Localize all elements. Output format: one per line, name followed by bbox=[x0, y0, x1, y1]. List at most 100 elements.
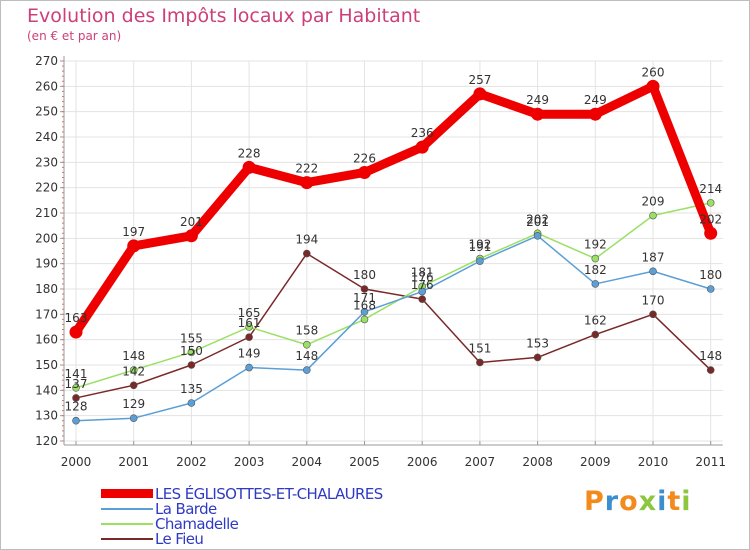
series-point-3 bbox=[418, 295, 427, 303]
chart-subtitle: (en € et par an) bbox=[27, 29, 122, 43]
data-label-2: 192 bbox=[468, 238, 491, 252]
data-label-1: 187 bbox=[642, 250, 665, 264]
data-label-0: 249 bbox=[526, 93, 549, 107]
data-label-3: 194 bbox=[295, 233, 318, 247]
data-label-0: 202 bbox=[699, 212, 722, 226]
data-label-1: 191 bbox=[468, 240, 491, 254]
data-label-0: 257 bbox=[468, 73, 491, 87]
data-label-0: 260 bbox=[642, 65, 665, 79]
data-label-3: 180 bbox=[353, 268, 376, 282]
legend-swatch-le-fieu bbox=[101, 538, 153, 540]
data-label-1: 149 bbox=[238, 347, 261, 361]
legend-label-eglisottes: LES ÉGLISOTTES-ET-CHALAURES bbox=[155, 485, 383, 503]
x-tick-label: 2000 bbox=[61, 455, 92, 469]
series-point-2 bbox=[649, 211, 657, 220]
data-label-1: 171 bbox=[353, 291, 376, 305]
series-line-1 bbox=[75, 235, 712, 422]
series-point-0 bbox=[242, 160, 256, 174]
data-label-0: 201 bbox=[180, 215, 203, 229]
series-point-1 bbox=[360, 307, 369, 316]
series-line-2 bbox=[75, 202, 712, 389]
series-point-2 bbox=[591, 254, 600, 263]
data-label-3: 151 bbox=[468, 341, 491, 355]
x-tick-label: 2003 bbox=[234, 455, 265, 469]
series-point-1 bbox=[533, 232, 542, 240]
data-label-1: 135 bbox=[180, 382, 203, 396]
data-label-2: 165 bbox=[238, 306, 261, 320]
series-point-3 bbox=[129, 381, 138, 390]
x-tick-label: 2004 bbox=[292, 455, 323, 469]
data-label-2: 141 bbox=[65, 367, 88, 381]
series-point-3 bbox=[187, 361, 196, 369]
series-point-0 bbox=[531, 107, 545, 121]
proxiti-logo: Proxiti bbox=[584, 486, 692, 517]
y-tick-label: 230 bbox=[35, 155, 58, 169]
y-tick-label: 160 bbox=[35, 333, 58, 347]
data-label-1: 176 bbox=[411, 271, 434, 285]
y-tick-label: 210 bbox=[35, 206, 58, 220]
legend-label-la-barde: La Barde bbox=[155, 500, 217, 518]
series-point-0 bbox=[69, 325, 83, 339]
x-tick-label: 2008 bbox=[522, 455, 553, 469]
series-line-0 bbox=[71, 81, 716, 337]
series-point-2 bbox=[302, 340, 311, 349]
data-label-3: 176 bbox=[411, 278, 434, 292]
data-label-1: 201 bbox=[526, 215, 549, 229]
legend-label-le-fieu: Le Fieu bbox=[155, 530, 204, 548]
x-tick-label: 2010 bbox=[638, 455, 669, 469]
series-point-0 bbox=[588, 107, 602, 121]
data-label-0: 163 bbox=[65, 311, 88, 325]
x-tick-label: 2007 bbox=[465, 455, 496, 469]
series-point-0 bbox=[415, 140, 429, 154]
data-label-2: 202 bbox=[526, 212, 549, 226]
y-tick-label: 260 bbox=[35, 79, 58, 93]
y-tick-label: 120 bbox=[35, 434, 58, 448]
y-tick-label: 220 bbox=[35, 181, 58, 195]
series-point-3 bbox=[591, 330, 600, 339]
series-point-3 bbox=[706, 366, 715, 374]
data-label-2: 155 bbox=[180, 331, 203, 345]
data-label-2: 148 bbox=[122, 349, 145, 363]
data-label-0: 228 bbox=[238, 146, 261, 160]
y-tick-label: 200 bbox=[35, 231, 58, 245]
series-point-2 bbox=[72, 383, 80, 392]
series-line-3 bbox=[75, 252, 712, 399]
series-point-1 bbox=[187, 399, 196, 407]
series-point-2 bbox=[245, 323, 253, 331]
data-label-1: 128 bbox=[65, 400, 88, 414]
series-point-3 bbox=[72, 394, 80, 402]
series-point-0 bbox=[127, 239, 141, 253]
data-label-0: 197 bbox=[122, 225, 145, 239]
y-tick-label: 150 bbox=[35, 358, 58, 372]
data-label-3: 170 bbox=[642, 293, 665, 307]
series-point-3 bbox=[476, 358, 484, 367]
data-label-1: 148 bbox=[295, 349, 318, 363]
y-tick-label: 130 bbox=[35, 409, 58, 423]
y-tick-label: 170 bbox=[35, 307, 58, 321]
data-label-3: 150 bbox=[180, 344, 203, 358]
data-label-3: 148 bbox=[699, 349, 722, 363]
series-point-1 bbox=[245, 363, 253, 372]
legend-label-chamadelle: Chamadelle bbox=[155, 515, 239, 533]
data-label-0: 222 bbox=[295, 162, 318, 176]
x-tick-label: 2009 bbox=[580, 455, 611, 469]
legend-swatch-eglisottes bbox=[101, 489, 153, 498]
x-tick-label: 2002 bbox=[176, 455, 207, 469]
series-point-0 bbox=[184, 229, 198, 243]
series-point-3 bbox=[649, 310, 657, 319]
data-label-0: 226 bbox=[353, 151, 376, 165]
series-point-1 bbox=[706, 285, 715, 293]
series-point-2 bbox=[360, 315, 369, 324]
x-tick-label: 2011 bbox=[695, 455, 726, 469]
x-tick-label: 2001 bbox=[118, 455, 149, 469]
series-point-2 bbox=[129, 366, 138, 374]
series-point-3 bbox=[245, 333, 253, 341]
y-tick-label: 270 bbox=[35, 54, 58, 68]
data-label-1: 182 bbox=[584, 263, 607, 277]
series-point-3 bbox=[533, 353, 542, 362]
series-point-0 bbox=[358, 165, 371, 179]
series-point-1 bbox=[476, 257, 484, 265]
legend-swatch-chamadelle bbox=[101, 523, 153, 525]
series-point-0 bbox=[473, 87, 487, 101]
